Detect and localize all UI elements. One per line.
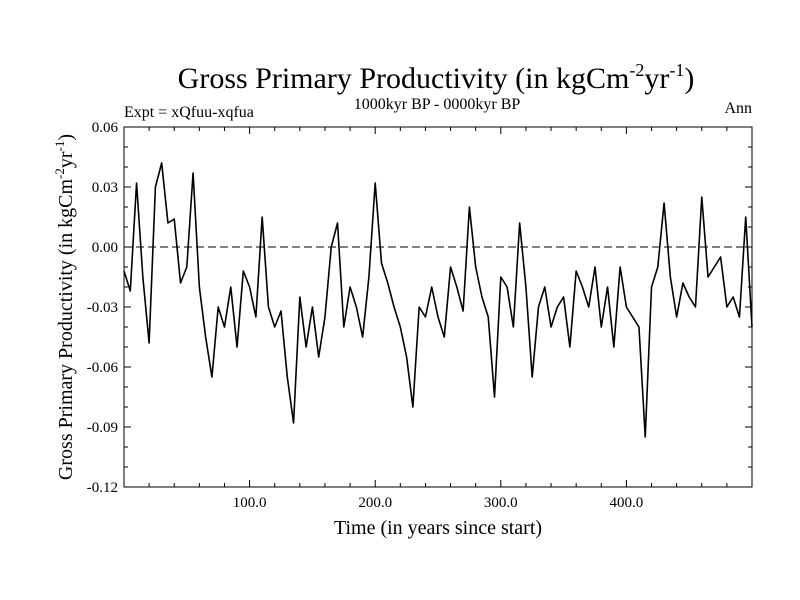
x-axis: 100.0 200.0 300.0 400.0 bbox=[148, 127, 728, 511]
x-axis-label: Time (in years since start) bbox=[334, 517, 542, 539]
y-axis: 0.06 0.03 0.00 -0.03 -0.06 -0.09 -0.12 bbox=[87, 120, 752, 496]
y-tick-label: -0.03 bbox=[87, 300, 118, 316]
y-tick-label: 0.06 bbox=[92, 120, 119, 136]
y-tick-label: 0.00 bbox=[92, 240, 118, 256]
chart-title: Gross Primary Productivity (in kgCm-2yr-… bbox=[178, 60, 695, 95]
y-tick-label: -0.09 bbox=[87, 420, 118, 436]
season-label: Ann bbox=[724, 100, 752, 117]
y-tick-label: 0.03 bbox=[92, 180, 118, 196]
series-line bbox=[123, 162, 753, 438]
y-tick-label: -0.06 bbox=[87, 360, 119, 376]
x-tick-label: 400.0 bbox=[610, 495, 644, 511]
x-tick-label: 300.0 bbox=[484, 495, 518, 511]
y-tick-label: -0.12 bbox=[87, 480, 118, 496]
x-tick-label: 100.0 bbox=[233, 495, 267, 511]
experiment-label: Expt = xQfuu-xqfua bbox=[124, 104, 254, 121]
x-tick-label: 200.0 bbox=[358, 495, 392, 511]
y-axis-label: Gross Primary Productivity (in kgCm-2yr-… bbox=[52, 134, 77, 480]
period-label: 1000kyr BP - 0000kyr BP bbox=[354, 96, 521, 113]
